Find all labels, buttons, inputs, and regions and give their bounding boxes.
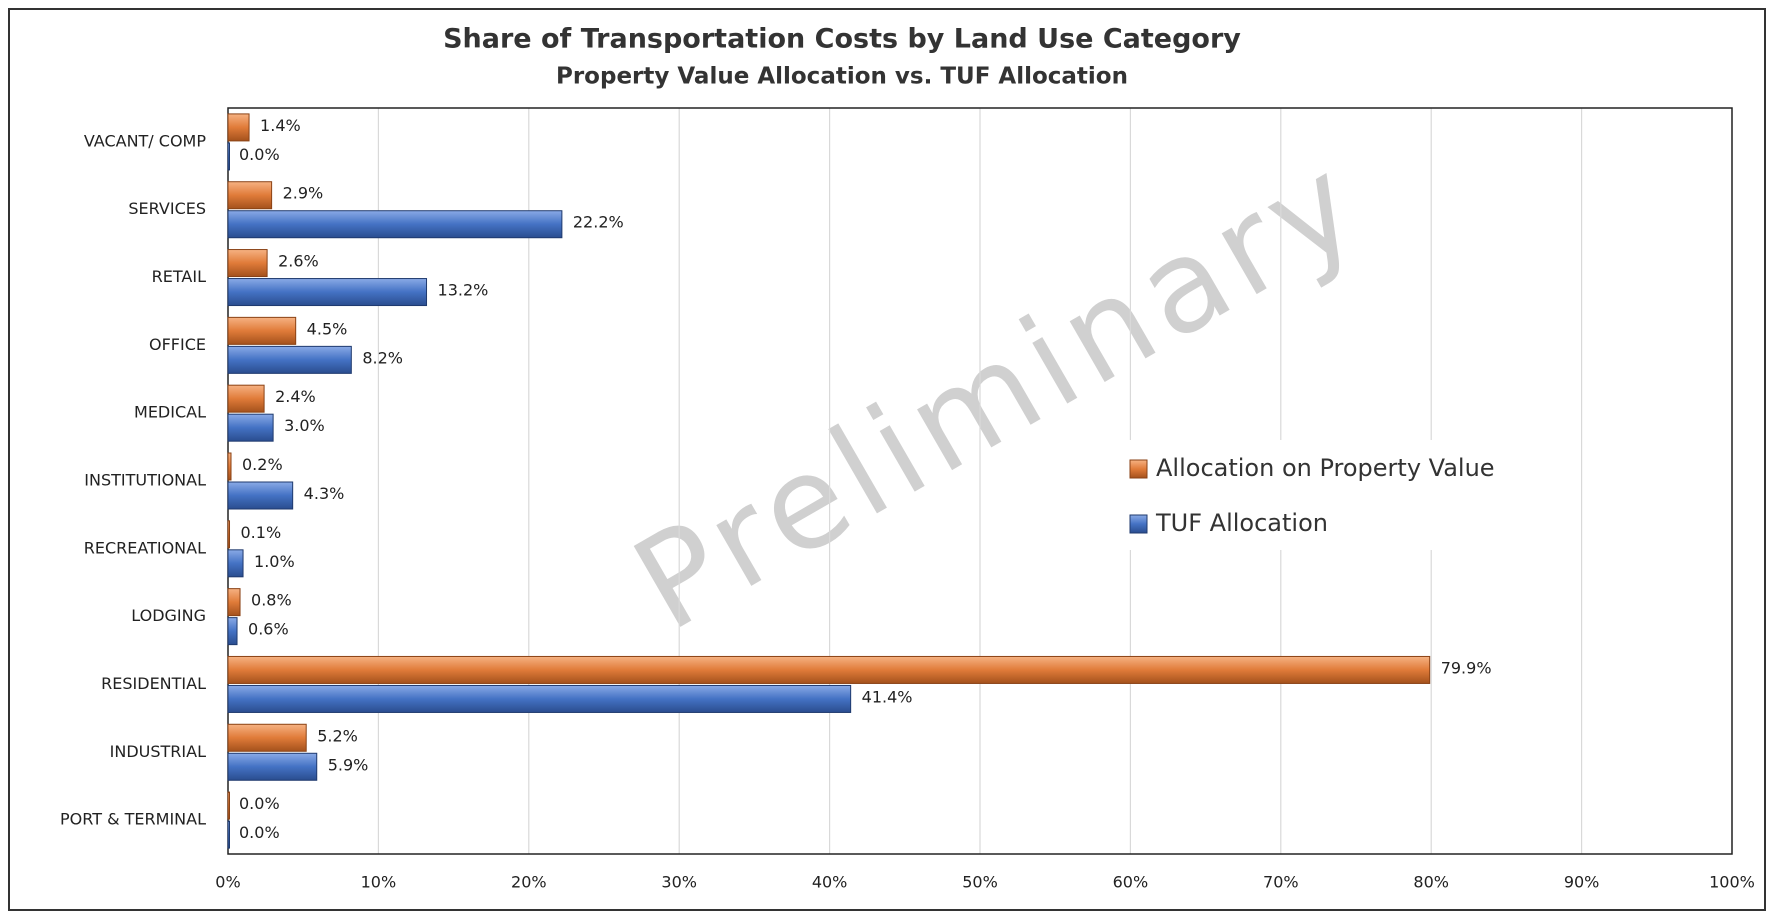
bar bbox=[227, 181, 273, 210]
y-tick-label: LODGING bbox=[131, 606, 206, 625]
legend-swatch bbox=[1129, 459, 1148, 479]
data-label: 41.4% bbox=[862, 687, 913, 706]
bar bbox=[227, 549, 244, 578]
x-tick-label: 80% bbox=[1413, 873, 1449, 892]
data-label: 5.9% bbox=[328, 755, 369, 774]
data-label: 0.1% bbox=[241, 523, 282, 542]
x-tick-label: 40% bbox=[812, 873, 848, 892]
bar bbox=[227, 617, 238, 646]
x-tick-label: 10% bbox=[361, 873, 397, 892]
bar bbox=[227, 791, 230, 820]
bar bbox=[227, 278, 428, 307]
x-tick-label: 70% bbox=[1263, 873, 1299, 892]
y-tick-label: RECREATIONAL bbox=[84, 538, 206, 557]
bar bbox=[227, 142, 230, 171]
data-label: 8.2% bbox=[362, 348, 403, 367]
y-tick-label: VACANT/ COMP bbox=[84, 131, 206, 150]
data-label: 13.2% bbox=[438, 281, 489, 300]
x-tick-label: 30% bbox=[661, 873, 697, 892]
data-label: 2.4% bbox=[275, 387, 316, 406]
bar bbox=[227, 820, 230, 849]
y-tick-label: INDUSTRIAL bbox=[110, 742, 206, 761]
x-tick-label: 20% bbox=[511, 873, 547, 892]
x-tick-label: 100% bbox=[1709, 873, 1755, 892]
data-label: 0.0% bbox=[239, 823, 280, 842]
data-label: 0.0% bbox=[239, 145, 280, 164]
bar bbox=[227, 723, 307, 752]
legend-box bbox=[1110, 440, 1510, 550]
bar bbox=[227, 384, 265, 413]
bar bbox=[227, 752, 318, 781]
y-tick-label: MEDICAL bbox=[134, 403, 206, 422]
plot-border bbox=[227, 107, 1733, 855]
bar bbox=[227, 588, 241, 617]
bar bbox=[227, 210, 563, 239]
bar bbox=[227, 520, 231, 549]
data-label: 5.2% bbox=[317, 726, 358, 745]
data-label: 79.9% bbox=[1441, 658, 1492, 677]
data-label: 0.0% bbox=[239, 794, 280, 813]
legend-swatch bbox=[1129, 514, 1148, 534]
data-label: 0.8% bbox=[251, 591, 292, 610]
data-label: 0.2% bbox=[242, 455, 283, 474]
bar bbox=[227, 249, 268, 278]
bar bbox=[227, 452, 232, 481]
x-tick-label: 60% bbox=[1113, 873, 1149, 892]
y-tick-label: RETAIL bbox=[152, 267, 206, 286]
chart-title: Share of Transportation Costs by Land Us… bbox=[443, 24, 1241, 55]
bar bbox=[227, 316, 297, 345]
data-label: 3.0% bbox=[284, 416, 325, 435]
bar bbox=[227, 113, 250, 142]
bar bbox=[227, 684, 852, 713]
data-label: 2.9% bbox=[283, 184, 324, 203]
y-tick-label: RESIDENTIAL bbox=[101, 674, 206, 693]
chart-subtitle: Property Value Allocation vs. TUF Alloca… bbox=[556, 64, 1128, 90]
y-tick-label: PORT & TERMINAL bbox=[60, 810, 206, 829]
y-tick-label: INSTITUTIONAL bbox=[84, 471, 206, 490]
bar bbox=[227, 481, 294, 510]
legend-label: TUF Allocation bbox=[1155, 509, 1328, 537]
y-tick-label: SERVICES bbox=[128, 199, 206, 218]
bar bbox=[227, 655, 1431, 684]
legend-label: Allocation on Property Value bbox=[1156, 454, 1495, 482]
y-tick-label: OFFICE bbox=[149, 335, 206, 354]
data-label: 1.4% bbox=[260, 116, 301, 135]
x-tick-label: 0% bbox=[215, 873, 240, 892]
data-label: 0.6% bbox=[248, 620, 289, 639]
data-label: 4.5% bbox=[307, 319, 348, 338]
data-label: 4.3% bbox=[304, 484, 345, 503]
data-label: 1.0% bbox=[254, 552, 295, 571]
x-tick-label: 50% bbox=[962, 873, 998, 892]
bar bbox=[227, 345, 352, 374]
data-label: 22.2% bbox=[573, 213, 624, 232]
x-tick-label: 90% bbox=[1564, 873, 1600, 892]
data-label: 2.6% bbox=[278, 252, 319, 271]
bar bbox=[227, 413, 274, 442]
